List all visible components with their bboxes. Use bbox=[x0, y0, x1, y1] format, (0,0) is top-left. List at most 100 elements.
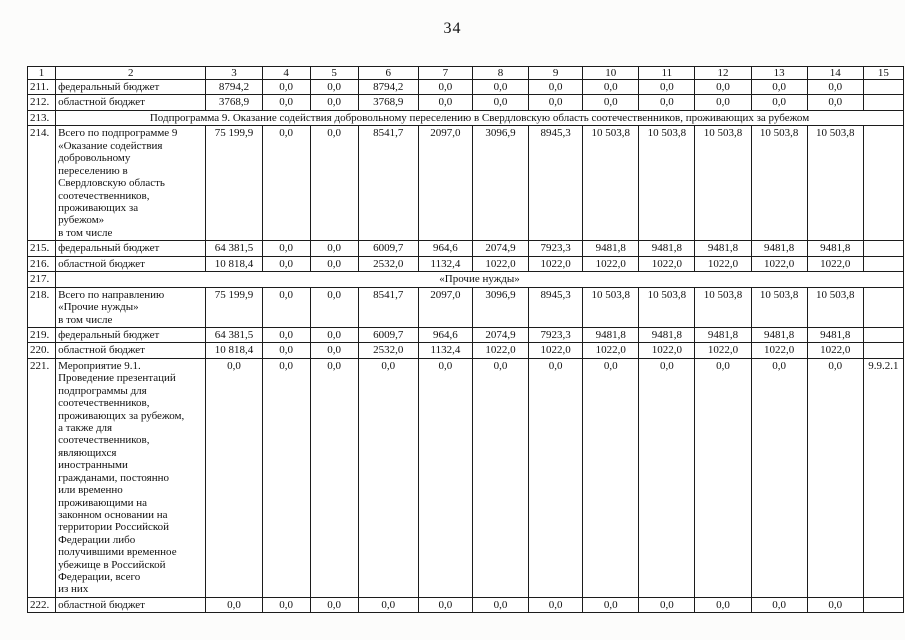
row-label-cell: федеральный бюджет bbox=[55, 327, 207, 344]
value-cell: 3768,9 bbox=[357, 94, 419, 111]
value-cell: 2074,9 bbox=[471, 240, 530, 257]
value-cell: 0,0 bbox=[261, 240, 311, 257]
column-header-15: 15 bbox=[862, 66, 905, 80]
value-cell: 8945,3 bbox=[528, 286, 584, 329]
value-cell: 0,0 bbox=[582, 596, 640, 614]
value-cell: 964,6 bbox=[417, 240, 473, 257]
table-body: 211. федеральный бюджет 8794,2 0,0 0,0 8794,2… bbox=[26, 78, 905, 614]
value-cell: 10 503,8 bbox=[806, 286, 864, 329]
value-cell: 0,0 bbox=[261, 357, 311, 598]
value-cell: 0,0 bbox=[471, 357, 530, 598]
value-cell: 9481,8 bbox=[582, 240, 640, 257]
code-cell bbox=[862, 240, 905, 257]
code-cell bbox=[862, 125, 905, 242]
value-cell: 0,0 bbox=[694, 357, 752, 598]
row-number-cell: 211. bbox=[26, 78, 57, 96]
page-number: 34 bbox=[443, 20, 462, 37]
row-label-cell: федеральный бюджет bbox=[55, 240, 207, 257]
value-cell: 0,0 bbox=[806, 596, 864, 614]
value-cell: 0,0 bbox=[417, 357, 473, 598]
value-cell: 1022,0 bbox=[750, 342, 808, 359]
value-cell: 75 199,9 bbox=[205, 125, 263, 242]
value-cell: 10 503,8 bbox=[582, 125, 640, 242]
value-cell: 0,0 bbox=[750, 596, 808, 614]
column-header-3: 3 bbox=[205, 66, 263, 80]
value-cell: 1022,0 bbox=[528, 255, 584, 273]
budget-table: 1 2 3 4 5 6 7 8 9 10 11 12 13 14 15 211. федеральный бю… bbox=[26, 66, 905, 614]
value-cell: 0,0 bbox=[417, 78, 473, 96]
value-cell: 0,0 bbox=[750, 94, 808, 111]
value-cell: 0,0 bbox=[694, 94, 752, 111]
value-cell: 0,0 bbox=[205, 596, 263, 614]
value-cell: 10 503,8 bbox=[694, 286, 752, 329]
value-cell: 0,0 bbox=[261, 78, 311, 96]
value-cell: 1132,4 bbox=[417, 255, 473, 273]
value-cell: 8794,2 bbox=[357, 78, 419, 96]
value-cell: 9481,8 bbox=[750, 327, 808, 344]
value-cell: 964,6 bbox=[417, 327, 473, 344]
value-cell: 0,0 bbox=[261, 255, 311, 273]
code-cell bbox=[862, 327, 905, 344]
value-cell: 75 199,9 bbox=[205, 286, 263, 329]
value-cell: 2097,0 bbox=[417, 125, 473, 242]
value-cell: 9481,8 bbox=[806, 240, 864, 257]
value-cell: 10 503,8 bbox=[694, 125, 752, 242]
value-cell: 0,0 bbox=[261, 125, 311, 242]
value-cell: 0,0 bbox=[528, 94, 584, 111]
value-cell: 0,0 bbox=[750, 357, 808, 598]
value-cell: 0,0 bbox=[261, 342, 311, 359]
value-cell: 0,0 bbox=[261, 327, 311, 344]
row-number-cell: 215. bbox=[26, 240, 57, 257]
table-row-211: 211. федеральный бюджет 8794,2 0,0 0,0 8794,2… bbox=[26, 78, 905, 96]
value-cell: 0,0 bbox=[806, 94, 864, 111]
value-cell: 0,0 bbox=[309, 125, 359, 242]
value-cell: 0,0 bbox=[694, 596, 752, 614]
row-label-cell: Мероприятие 9.1. Проведение презентаций … bbox=[55, 357, 207, 598]
value-cell: 8945,3 bbox=[528, 125, 584, 242]
value-cell: 10 503,8 bbox=[750, 286, 808, 329]
value-cell: 0,0 bbox=[806, 78, 864, 96]
column-header-10: 10 bbox=[582, 66, 640, 80]
value-cell: 7923,3 bbox=[528, 327, 584, 344]
row-label-cell: федеральный бюджет bbox=[55, 78, 207, 96]
value-cell: 1022,0 bbox=[694, 255, 752, 273]
value-cell: 0,0 bbox=[309, 596, 359, 614]
value-cell: 1022,0 bbox=[806, 255, 864, 273]
value-cell: 10 503,8 bbox=[638, 286, 696, 329]
code-cell bbox=[862, 596, 905, 614]
value-cell: 0,0 bbox=[638, 357, 696, 598]
value-cell: 1022,0 bbox=[471, 255, 530, 273]
row-number-cell: 216. bbox=[26, 255, 57, 273]
column-header-14: 14 bbox=[806, 66, 864, 80]
code-cell bbox=[862, 255, 905, 273]
code-cell: 9.9.2.1 bbox=[862, 357, 905, 598]
code-cell bbox=[862, 286, 905, 329]
value-cell: 3768,9 bbox=[205, 94, 263, 111]
table-row-221: 221. Мероприятие 9.1. Проведение презента… bbox=[26, 357, 905, 598]
value-cell: 0,0 bbox=[471, 596, 530, 614]
value-cell: 1022,0 bbox=[471, 342, 530, 359]
value-cell: 0,0 bbox=[694, 78, 752, 96]
row-label-cell: Всего по направлению «Прочие нужды» в то… bbox=[55, 286, 207, 329]
value-cell: 2532,0 bbox=[357, 255, 419, 273]
value-cell: 0,0 bbox=[582, 357, 640, 598]
row-label-cell: Всего по подпрограмме 9 «Оказание содейс… bbox=[55, 125, 207, 242]
value-cell: 0,0 bbox=[528, 357, 584, 598]
row-label-cell: областной бюджет bbox=[55, 255, 207, 273]
column-header-12: 12 bbox=[694, 66, 752, 80]
value-cell: 10 818,4 bbox=[205, 342, 263, 359]
value-cell: 8541,7 bbox=[357, 286, 419, 329]
value-cell: 8541,7 bbox=[357, 125, 419, 242]
value-cell: 9481,8 bbox=[694, 327, 752, 344]
table-row-217: 217. «Прочие нужды» bbox=[26, 271, 904, 288]
value-cell: 9481,8 bbox=[806, 327, 864, 344]
value-cell: 0,0 bbox=[582, 94, 640, 111]
value-cell: 3096,9 bbox=[471, 125, 530, 242]
value-cell: 9481,8 bbox=[638, 240, 696, 257]
value-cell: 0,0 bbox=[309, 255, 359, 273]
value-cell: 8794,2 bbox=[205, 78, 263, 96]
table-row-214: 214. Всего по подпрограмме 9 «Оказание со… bbox=[26, 125, 905, 242]
value-cell: 3096,9 bbox=[471, 286, 530, 329]
value-cell: 10 503,8 bbox=[638, 125, 696, 242]
row-number-cell: 218. bbox=[26, 286, 57, 329]
